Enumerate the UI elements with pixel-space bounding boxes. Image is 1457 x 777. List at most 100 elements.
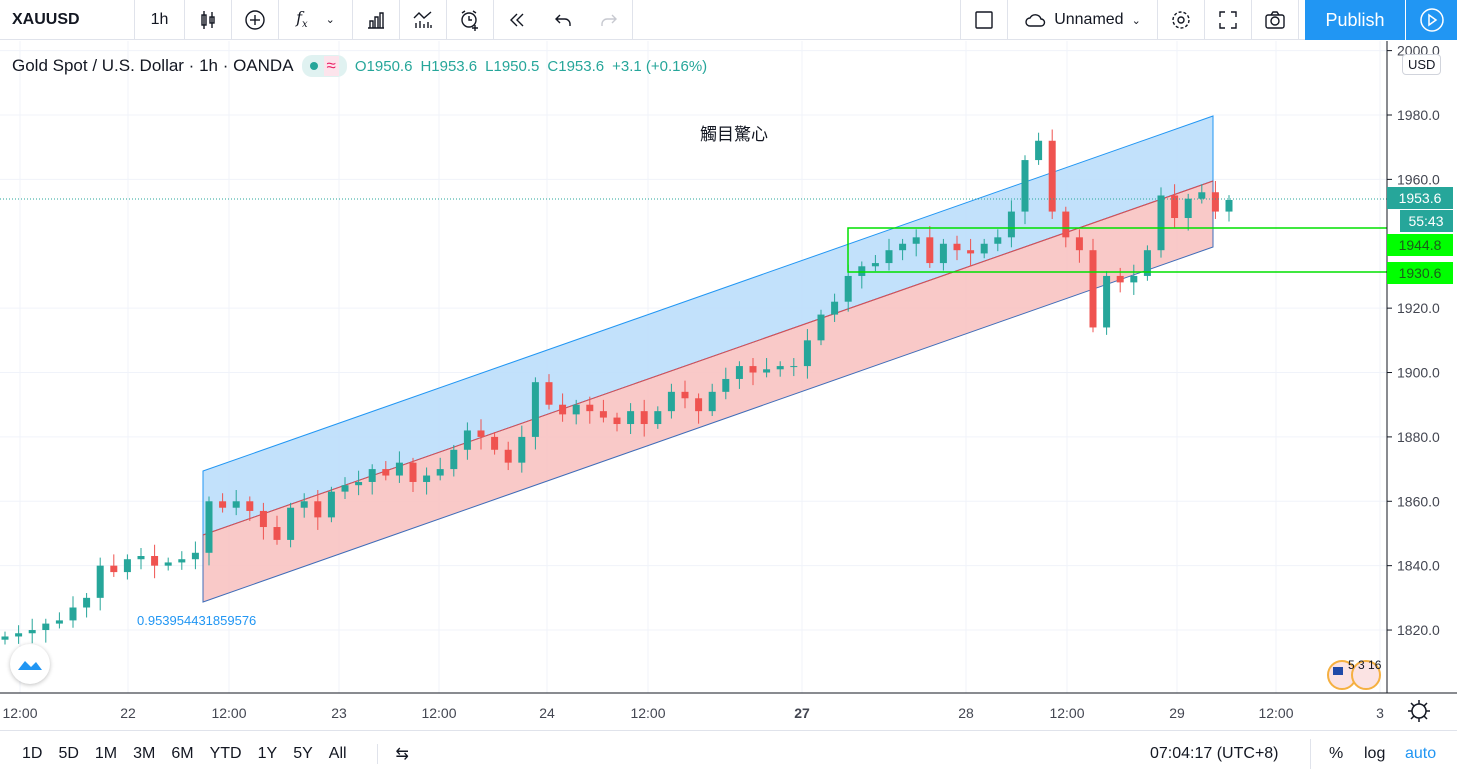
range-5d[interactable]: 5D xyxy=(58,745,79,762)
candle-body xyxy=(518,436,526,463)
y-tick-label: 1880.0 xyxy=(1397,429,1440,445)
candle xyxy=(967,238,975,266)
replay-icon[interactable] xyxy=(494,0,540,40)
y-tick-label: 1900.0 xyxy=(1397,365,1440,381)
alert-icon[interactable] xyxy=(447,0,494,40)
y-tick-label: 1920.0 xyxy=(1397,300,1440,316)
candle xyxy=(55,612,63,629)
candles-icon[interactable] xyxy=(185,0,232,40)
candle-body xyxy=(1157,195,1165,251)
cloud-icon xyxy=(1025,14,1046,27)
candle xyxy=(518,425,526,473)
log-scale-toggle[interactable]: log xyxy=(1364,745,1386,762)
percent-scale-toggle[interactable]: % xyxy=(1329,745,1344,762)
candle xyxy=(300,493,308,518)
price-chart[interactable]: 2000.01980.01960.01920.01900.01880.01860… xyxy=(0,41,1457,730)
templates-icon[interactable] xyxy=(400,0,447,40)
candle-body xyxy=(994,237,1002,244)
layout-name: Unnamed xyxy=(1054,11,1124,28)
candle-body xyxy=(831,301,839,315)
layout-name-button[interactable]: Unnamed ⌄ xyxy=(1008,0,1158,40)
tradingview-logo-icon[interactable] xyxy=(10,644,50,684)
fullscreen-icon[interactable] xyxy=(1205,0,1252,40)
goto-date-icon[interactable]: ⇆ xyxy=(376,744,409,764)
currency-label[interactable]: USD xyxy=(1402,54,1442,75)
candle xyxy=(368,464,376,495)
candle xyxy=(640,399,648,437)
last-price-label-bg xyxy=(1387,187,1453,209)
range-1m[interactable]: 1M xyxy=(94,745,118,762)
series-title[interactable]: Gold Spot / U.S. Dollar · 1h · OANDA xyxy=(12,56,294,75)
candle-body xyxy=(1048,140,1056,212)
candle xyxy=(83,593,91,618)
candle-body xyxy=(613,417,621,425)
symbol-search[interactable]: XAUUSD xyxy=(0,0,135,40)
candle xyxy=(1184,193,1192,231)
range-all[interactable]: All xyxy=(328,745,347,762)
candle xyxy=(219,493,227,513)
candle xyxy=(559,393,567,422)
range-6m[interactable]: 6M xyxy=(171,745,194,762)
candle-body xyxy=(1143,250,1151,276)
market-open-dot-icon xyxy=(309,62,318,70)
candle-body xyxy=(1184,198,1192,219)
x-tick-label: 12:00 xyxy=(1258,705,1293,721)
candle-body xyxy=(355,481,363,486)
snapshot-icon[interactable] xyxy=(1252,0,1299,40)
candle-body xyxy=(1062,211,1070,238)
candle-body xyxy=(1130,275,1138,283)
chart-text-annotation[interactable]: 觸目驚心 xyxy=(700,125,768,144)
candle-body xyxy=(1171,195,1179,219)
candle-body xyxy=(722,378,730,392)
indicators-icon[interactable]: fx ⌄ xyxy=(279,0,353,40)
candle-body xyxy=(491,436,499,450)
auto-scale-toggle[interactable]: auto xyxy=(1405,745,1437,762)
candle xyxy=(1,631,9,645)
candle xyxy=(341,477,349,500)
candle-body xyxy=(395,462,403,476)
candle-body xyxy=(205,501,213,553)
chart-settings-icon[interactable] xyxy=(1408,700,1430,722)
settings-icon[interactable] xyxy=(1158,0,1205,40)
candle-body xyxy=(776,366,784,370)
candle-body xyxy=(423,475,431,482)
layout-select-icon[interactable] xyxy=(960,0,1008,40)
candle xyxy=(205,496,213,566)
interval-button[interactable]: 1h xyxy=(135,0,185,40)
financials-icon[interactable] xyxy=(353,0,400,40)
range-1d[interactable]: 1D xyxy=(22,745,43,762)
candle xyxy=(1130,264,1138,295)
candle xyxy=(953,235,961,261)
candle xyxy=(667,383,675,419)
range-5y[interactable]: 5Y xyxy=(293,745,313,762)
undo-icon[interactable] xyxy=(540,0,586,40)
level-1-label[interactable]: 1944.8 xyxy=(1399,237,1442,253)
candle xyxy=(708,383,716,416)
candle xyxy=(1007,200,1015,248)
redo-icon[interactable] xyxy=(586,0,633,40)
publish-button[interactable]: Publish xyxy=(1305,0,1405,40)
range-ytd[interactable]: YTD xyxy=(209,745,242,762)
candle-body xyxy=(1,636,9,640)
range-1y[interactable]: 1Y xyxy=(257,745,278,762)
candle xyxy=(1157,187,1165,258)
candle-body xyxy=(341,485,349,492)
candle-body xyxy=(953,243,961,251)
add-compare-icon[interactable] xyxy=(232,0,279,40)
candle-body xyxy=(110,565,118,573)
channel-value-label: 0.953954431859576 xyxy=(137,613,256,628)
candle-body xyxy=(1021,160,1029,212)
play-icon[interactable] xyxy=(1405,0,1457,40)
us-events-icon[interactable]: 5 3 16 xyxy=(1327,658,1382,690)
bar-countdown: 55:43 xyxy=(1408,213,1443,229)
range-3m[interactable]: 3M xyxy=(133,745,156,762)
candle-body xyxy=(83,597,91,608)
level-2-label[interactable]: 1930.6 xyxy=(1399,265,1442,281)
candle xyxy=(151,544,159,579)
market-status-badge[interactable]: ≈ xyxy=(301,55,347,77)
candle xyxy=(763,358,771,378)
candle-body xyxy=(599,411,607,418)
timezone-clock[interactable]: 07:04:17 (UTC+8) xyxy=(1150,745,1279,762)
candle xyxy=(790,358,798,377)
candle xyxy=(627,403,635,435)
